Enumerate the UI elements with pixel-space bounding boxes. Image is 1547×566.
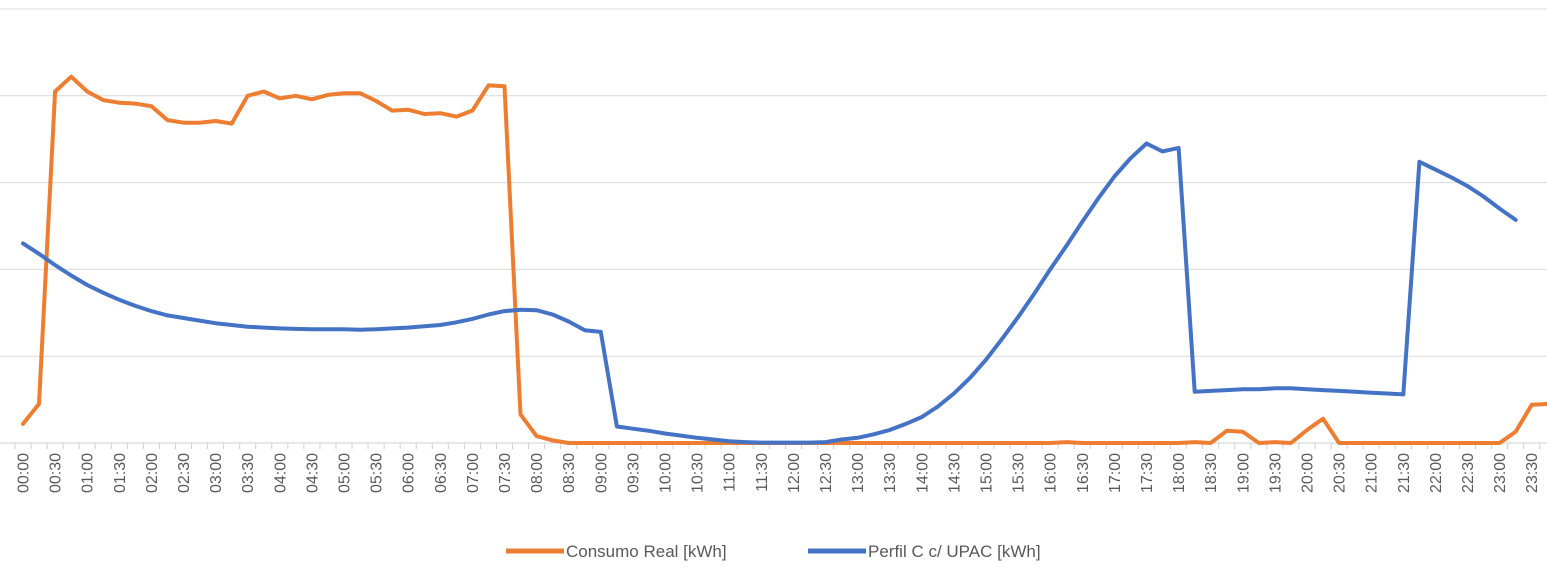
series-line-perfil — [21, 141, 1518, 445]
x-tick-label: 23:30 — [1524, 453, 1541, 493]
x-tick-label: 13:30 — [882, 453, 899, 493]
x-tick-label: 05:30 — [369, 453, 386, 493]
legend: Consumo Real [kWh] Perfil C c/ UPAC [kWh… — [506, 542, 1041, 561]
x-tick-label: 20:00 — [1300, 453, 1317, 493]
x-tick-label: 21:00 — [1364, 453, 1381, 493]
x-tick-label: 19:30 — [1267, 453, 1284, 493]
x-tick-label: 22:30 — [1460, 453, 1477, 493]
x-tick-label: 06:30 — [433, 453, 450, 493]
x-tick-label: 04:00 — [272, 453, 289, 493]
x-tick-label: 16:30 — [1075, 453, 1092, 493]
x-tick-label: 13:00 — [850, 453, 867, 493]
x-tick-label: 01:30 — [112, 453, 129, 493]
x-tick-label: 18:00 — [1171, 453, 1188, 493]
x-tick-label: 15:00 — [979, 453, 996, 493]
legend-entry-perfil: Perfil C c/ UPAC [kWh] — [808, 542, 1041, 561]
x-tick-label: 21:30 — [1396, 453, 1413, 493]
x-tick-label: 05:00 — [337, 453, 354, 493]
x-tick-label: 11:30 — [754, 453, 771, 492]
x-tick-label: 22:00 — [1428, 453, 1445, 493]
x-tick-label: 10:00 — [658, 453, 675, 493]
x-tick-label: 03:30 — [240, 453, 257, 493]
x-tick-label: 16:00 — [1043, 453, 1060, 493]
x-tick-label: 10:30 — [690, 453, 707, 493]
x-tick-label: 19:00 — [1235, 453, 1252, 493]
x-axis: 00:00 00:30 01:00 01:30 02:00 02:30 03:00 03:30… — [14, 443, 1541, 493]
x-tick-label: 03:00 — [208, 453, 225, 493]
x-tick-label: 07:00 — [465, 453, 482, 493]
x-tick-label: 02:30 — [176, 453, 193, 493]
x-tick-label: 14:00 — [914, 453, 931, 493]
gridlines — [0, 8, 1547, 444]
legend-label-perfil: Perfil C c/ UPAC [kWh] — [868, 542, 1041, 561]
legend-entry-consumo: Consumo Real [kWh] — [506, 542, 727, 561]
x-tick-label: 04:30 — [304, 453, 321, 493]
x-tick-label: 06:00 — [401, 453, 418, 493]
x-tick-label: 17:00 — [1107, 453, 1124, 493]
x-tick-label: 02:00 — [144, 453, 161, 493]
x-tick-label: 17:30 — [1139, 453, 1156, 493]
x-tick-label: 07:30 — [497, 453, 514, 493]
x-tick-label: 18:30 — [1203, 453, 1220, 493]
x-tick-label: 12:30 — [818, 453, 835, 493]
x-tick-label: 09:30 — [625, 453, 642, 493]
x-tick-label: 11:00 — [722, 453, 739, 492]
legend-label-consumo: Consumo Real [kWh] — [566, 542, 727, 561]
x-tick-label: 23:00 — [1492, 453, 1509, 493]
x-tick-label: 12:00 — [786, 453, 803, 493]
x-tick-label: 14:30 — [946, 453, 963, 493]
x-tick-label: 15:30 — [1011, 453, 1028, 493]
x-tick-label: 00:00 — [16, 453, 33, 493]
x-tick-label: 08:00 — [529, 453, 546, 493]
x-tick-label: 00:30 — [48, 453, 65, 493]
x-tick-label: 09:00 — [593, 453, 610, 493]
x-tick-label: 08:30 — [561, 453, 578, 493]
x-tick-label: 01:00 — [80, 453, 97, 493]
x-tick-label: 20:30 — [1332, 453, 1349, 493]
series-layer — [21, 74, 1547, 445]
